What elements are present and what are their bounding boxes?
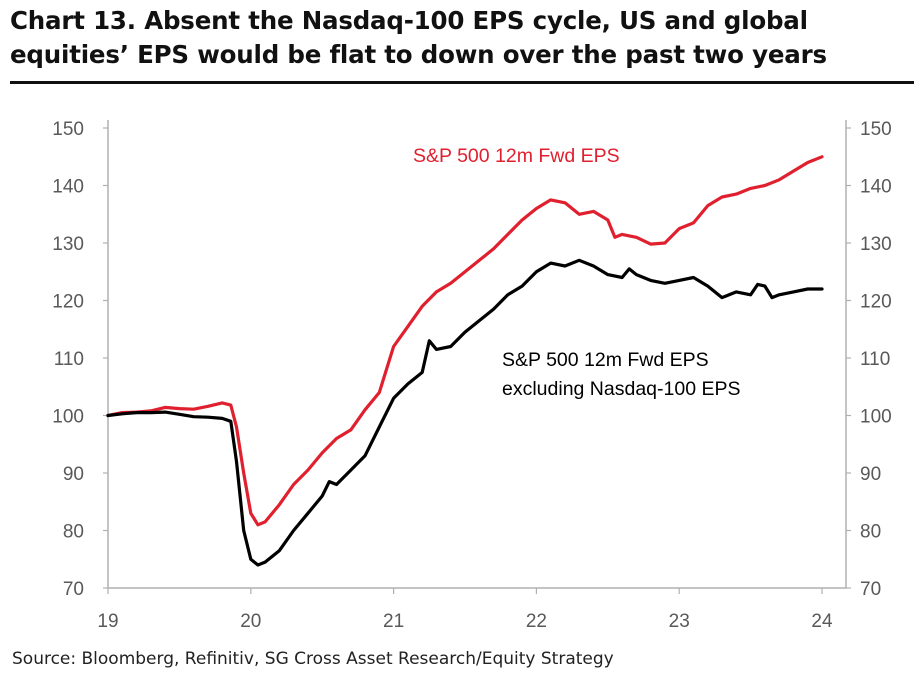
- y-tick-label-left: 110: [54, 349, 84, 370]
- title-rule: [10, 81, 914, 84]
- x-tick-label: 20: [240, 611, 261, 632]
- y-tick-label-right: 70: [860, 579, 881, 600]
- y-tick-label-left: 130: [52, 234, 84, 255]
- y-tick-label-left: 150: [52, 119, 84, 140]
- y-tick-label-right: 100: [860, 407, 892, 428]
- series-label-0-line-0: S&P 500 12m Fwd EPS: [413, 145, 620, 167]
- series-line-0: [106, 155, 824, 527]
- chart-title-line-2: equities’ EPS would be flat to down over…: [10, 40, 827, 69]
- chart-title: Chart 13. Absent the Nasdaq-100 EPS cycl…: [10, 4, 914, 72]
- y-tick-label-right: 120: [860, 292, 892, 313]
- x-tick-label: 19: [97, 611, 118, 632]
- x-tick-label: 21: [383, 611, 404, 632]
- y-tick-label-left: 70: [63, 579, 84, 600]
- y-tick-label-left: 80: [63, 522, 84, 543]
- y-tick-label-left: 140: [52, 177, 84, 198]
- source-note: Source: Bloomberg, Refinitiv, SG Cross A…: [12, 649, 614, 669]
- chart-title-line-1: Chart 13. Absent the Nasdaq-100 EPS cycl…: [10, 6, 808, 35]
- y-tick-label-left: 120: [52, 292, 84, 313]
- y-tick-label-left: 90: [63, 464, 84, 485]
- y-tick-label-right: 130: [860, 234, 892, 255]
- y-tick-label-right: 150: [860, 119, 892, 140]
- y-tick-label-right: 140: [860, 177, 892, 198]
- y-tick-label-right: 110: [860, 349, 890, 370]
- x-tick-label: 23: [669, 611, 690, 632]
- y-tick-label-right: 80: [860, 522, 881, 543]
- x-tick-label: 22: [526, 611, 547, 632]
- y-tick-label-left: 100: [52, 407, 84, 428]
- series-line-1: [106, 258, 824, 567]
- x-tick-label: 24: [811, 611, 833, 632]
- series-label-1-line-1: excluding Nasdaq-100 EPS: [502, 378, 741, 400]
- series-label-1-line-0: S&P 500 12m Fwd EPS: [502, 349, 709, 371]
- y-tick-label-right: 90: [860, 464, 881, 485]
